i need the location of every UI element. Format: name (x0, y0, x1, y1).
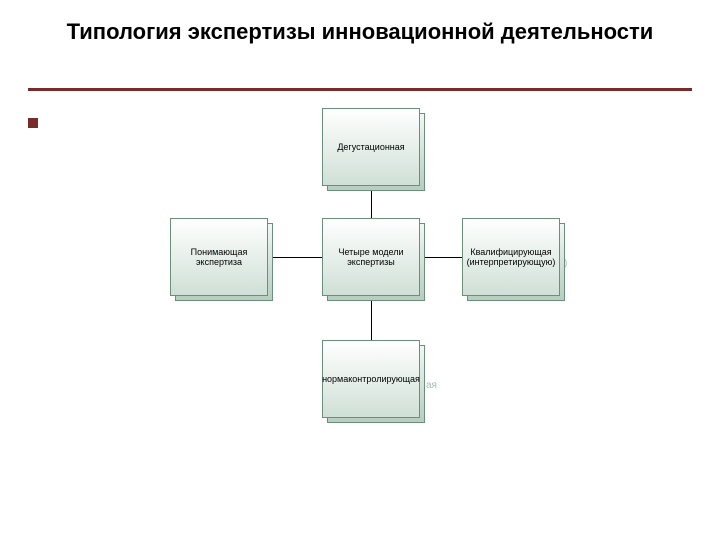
node-left: Понимающая экспертиза (170, 218, 268, 296)
node-top-label: Дегустационная (337, 142, 404, 152)
node-right: Квалифицирующая (интерпретирующую) (462, 218, 560, 296)
connector-left (268, 257, 322, 258)
node-bottom: нормаконтролирующая (322, 340, 420, 418)
diagram-canvas: ) ая Четыре модели экспертизы Дегустацио… (0, 0, 720, 540)
node-bottom-label: нормаконтролирующая (322, 374, 420, 384)
node-top: Дегустационная (322, 108, 420, 186)
connector-right (420, 257, 462, 258)
node-center-label: Четыре модели экспертизы (325, 247, 417, 268)
node-center: Четыре модели экспертизы (322, 218, 420, 296)
ghost-label-bottom: ая (426, 380, 437, 391)
node-right-label: Квалифицирующая (интерпретирующую) (465, 247, 557, 268)
connector-bottom (371, 296, 372, 340)
node-left-label: Понимающая экспертиза (173, 247, 265, 268)
